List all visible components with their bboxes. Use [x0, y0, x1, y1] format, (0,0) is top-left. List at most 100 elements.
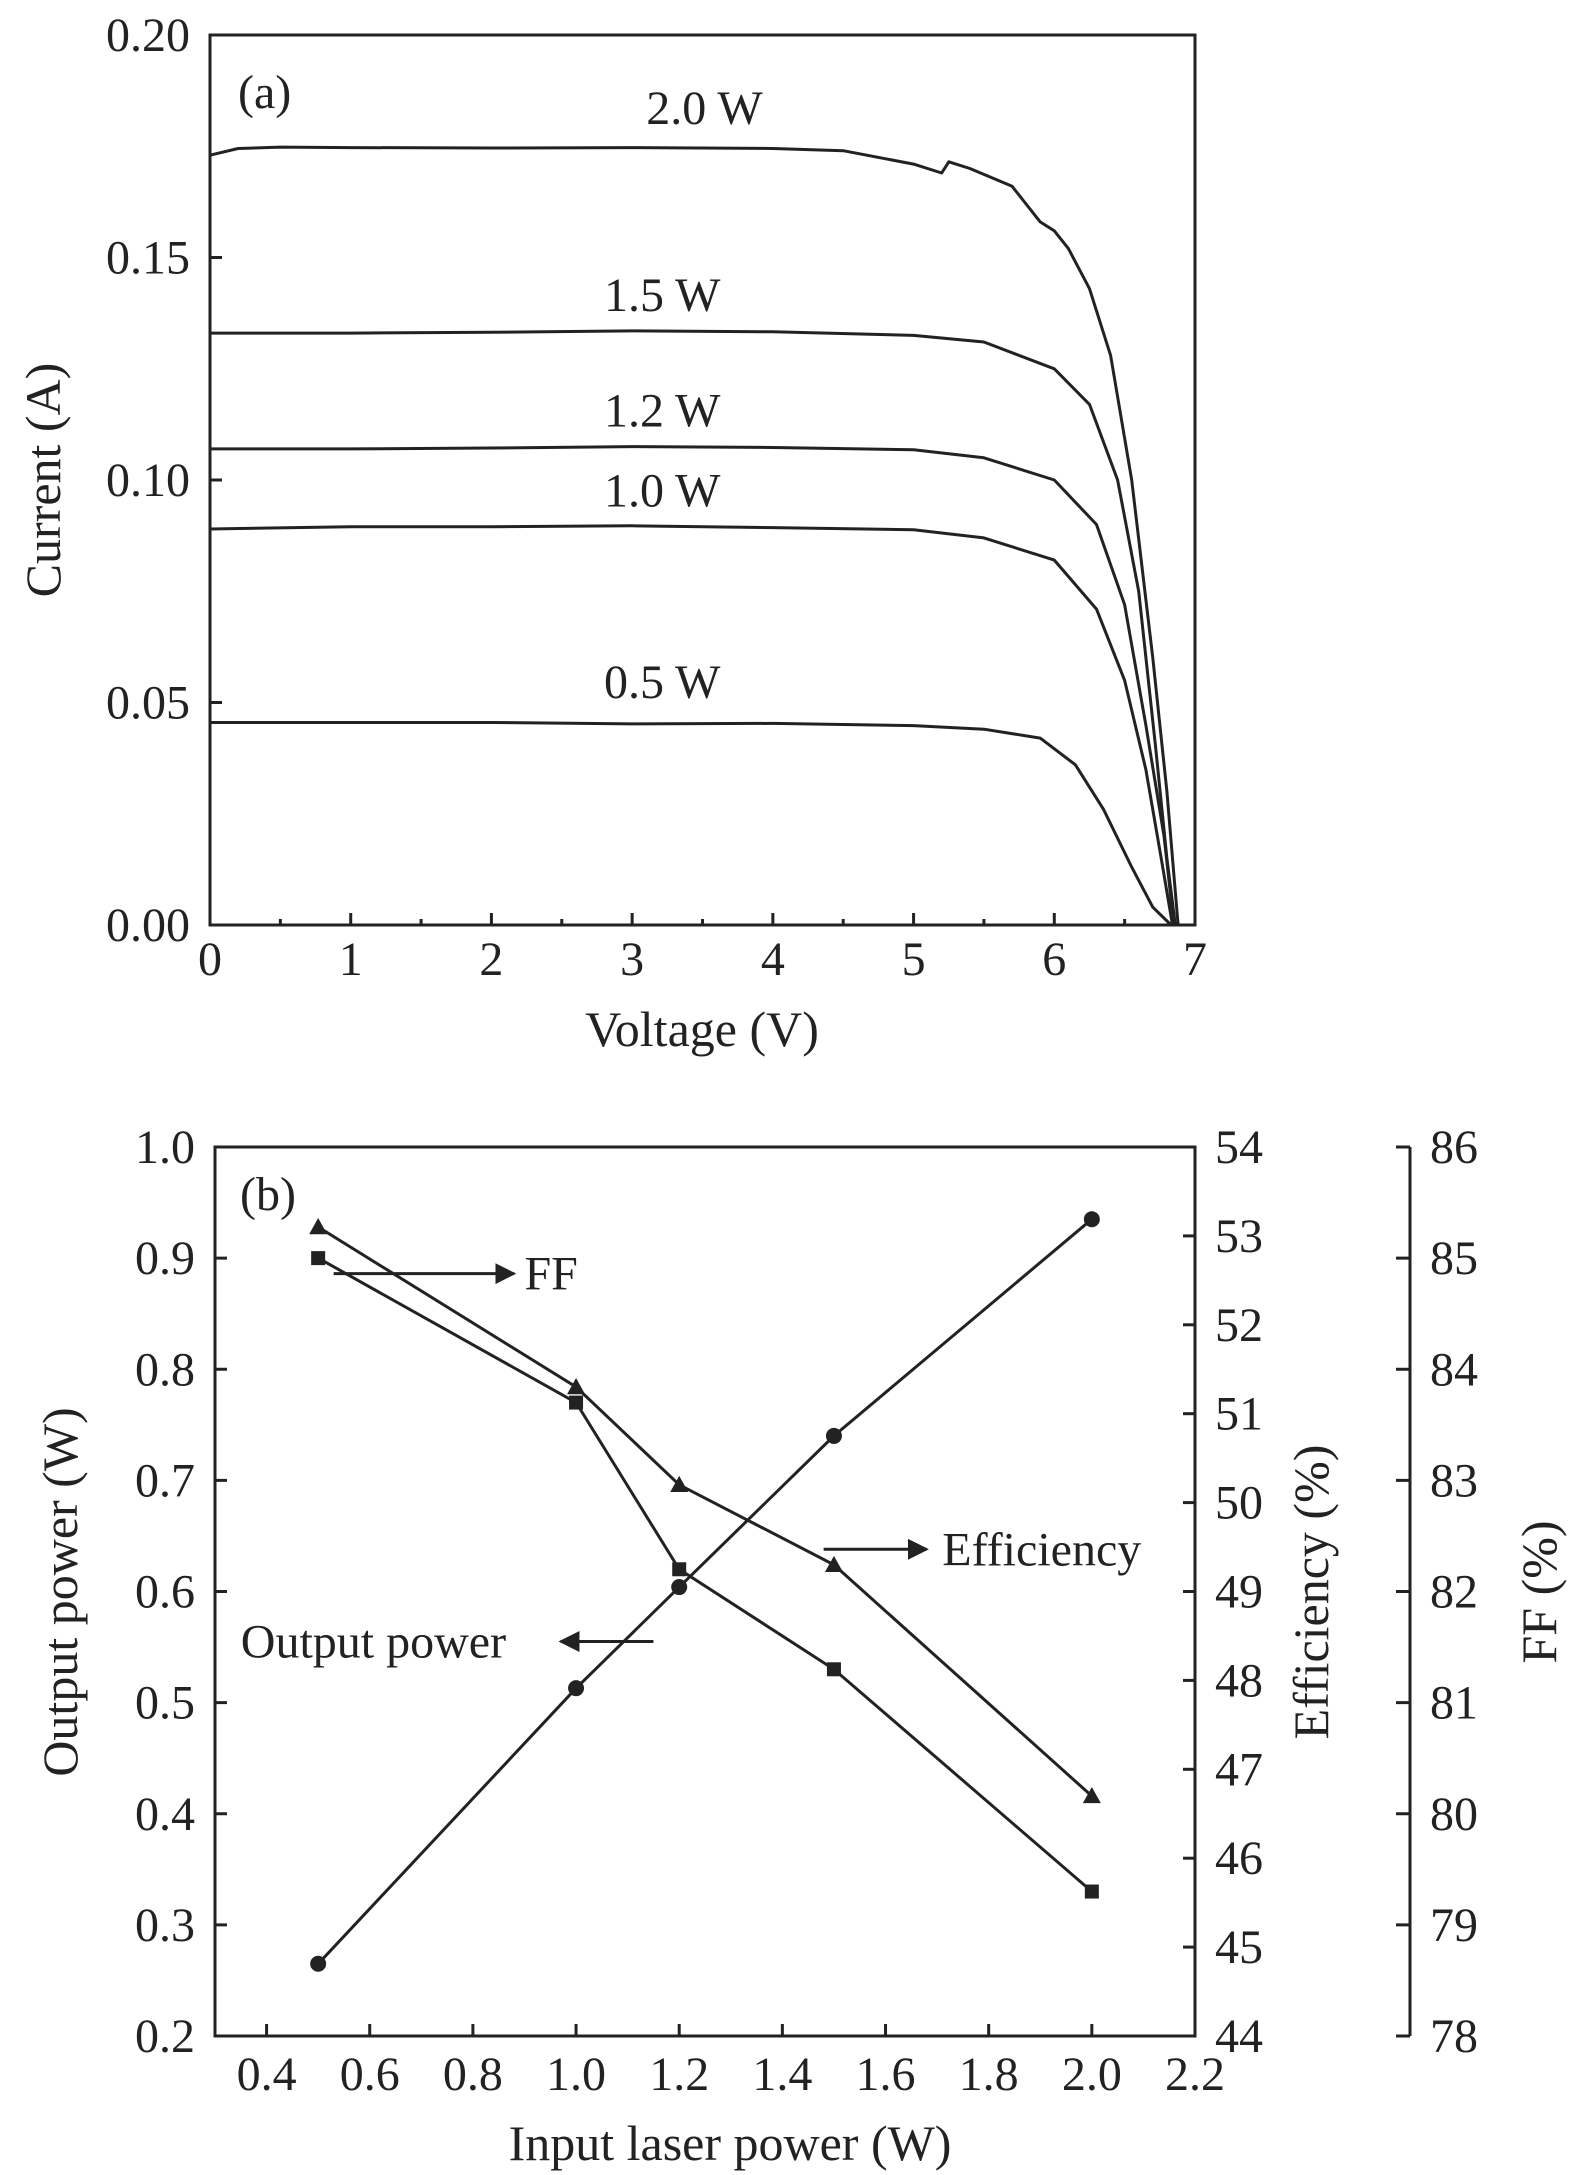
panel-b-output-power-axis: 0.2 0.3 0.4 0.5 0.6 0.7 0.8 0.9 1.0 [135, 1121, 227, 2063]
iv-curve-label: 0.5 W [604, 656, 721, 709]
panel-b-left-tick-label: 0.7 [135, 1454, 195, 1507]
panel-b-right-tick-label: 51 [1215, 1388, 1263, 1441]
output-power-point [1083, 1211, 1100, 1228]
ff-point [672, 1562, 687, 1577]
iv-curve-label: 1.5 W [604, 269, 721, 322]
panel-b-x-tick-label: 0.6 [340, 2048, 400, 2101]
efficiency-point [824, 1555, 843, 1573]
panel-b-x-tick-label: 0.8 [443, 2048, 503, 2101]
panel-b-right-tick-label: 50 [1215, 1477, 1263, 1530]
panel-b-ff-tick-label: 80 [1430, 1788, 1478, 1841]
panel-b-output-power-axis-title: Output power (W) [32, 1407, 88, 1776]
iv-curve-2-0-W [209, 145, 1180, 926]
panel-b-left-tick-label: 1.0 [135, 1121, 195, 1174]
output-power-annotation: Output power [241, 1616, 506, 1669]
panel-a-x-tick-label: 6 [1042, 933, 1066, 986]
panel-b-annotations: FF Efficiency Output power [241, 1248, 1141, 1669]
output-power-point [568, 1680, 585, 1697]
panel-b-performance: (b) 0.4 0.6 0.8 1.0 1.2 1.4 1.6 1.8 2.0 2.2 0.20.… [32, 1121, 1567, 2171]
panel-a-label: (a) [238, 66, 291, 119]
panel-b-ff-tick-label: 86 [1430, 1121, 1478, 1174]
panel-b-right-tick-label: 52 [1215, 1299, 1263, 1352]
panel-a-y-axis-title: Current (A) [15, 363, 71, 598]
panel-b-ff-tick-label: 81 [1430, 1677, 1478, 1730]
panel-a-x-tick-label: 3 [620, 933, 644, 986]
panel-b-x-tick-label: 1.4 [752, 2048, 812, 2101]
panel-a-y-tick-label: 0.00 [106, 899, 190, 952]
panel-b-left-tick-label: 0.6 [135, 1566, 195, 1619]
efficiency-point [567, 1378, 586, 1395]
panel-b-right-tick-label: 44 [1215, 2010, 1263, 2063]
ff-point [1084, 1884, 1099, 1899]
iv-curve-0-5-W [210, 721, 1173, 927]
panel-b-ff-tick-label: 84 [1430, 1343, 1478, 1396]
panel-a-x-tick-label: 0 [198, 933, 222, 986]
panel-a-x-tick-label: 1 [339, 933, 363, 986]
panel-a-x-axis: 0 1 2 3 4 5 6 7 [198, 913, 1207, 986]
panel-b-series [309, 1211, 1101, 1972]
iv-curve-1-2-W [210, 445, 1176, 926]
panel-b-right-tick-label: 46 [1215, 1832, 1263, 1885]
panel-b-x-tick-label: 2.2 [1165, 2048, 1225, 2101]
panel-a-y-tick-label: 0.10 [106, 454, 190, 507]
panel-b-right-tick-label: 48 [1215, 1654, 1263, 1707]
panel-b-x-tick-label: 2.0 [1062, 2048, 1122, 2101]
panel-b-left-tick-label: 0.9 [135, 1232, 195, 1285]
panel-b-right-tick-label: 54 [1215, 1121, 1263, 1174]
panel-b-x-axis-title: Input laser power (W) [509, 2115, 952, 2171]
efficiency-point [1082, 1786, 1101, 1804]
efficiency-point [309, 1218, 328, 1235]
ff-point [826, 1662, 841, 1677]
panel-a-x-tick-label: 5 [902, 933, 926, 986]
panel-b-ff-tick-label: 78 [1430, 2010, 1478, 2063]
panel-b-left-tick-label: 0.5 [135, 1677, 195, 1730]
panel-a-y-tick-label: 0.20 [106, 9, 190, 62]
output-power-line [317, 1218, 1093, 1965]
panel-b-right-tick-label: 47 [1215, 1743, 1263, 1796]
iv-curve-label: 1.2 W [604, 385, 721, 438]
iv-curve-1-0-W [209, 524, 1174, 926]
efficiency-line [317, 1225, 1093, 1798]
iv-curve-label: 2.0 W [646, 82, 763, 135]
panel-b-x-tick-label: 1.8 [959, 2048, 1019, 2101]
panel-b-right-tick-label: 45 [1215, 1921, 1263, 1974]
panel-b-ff-axis-title: FF (%) [1511, 1520, 1567, 1663]
panel-b-x-tick-label: 1.6 [856, 2048, 916, 2101]
panel-a-y-tick-label: 0.15 [106, 232, 190, 285]
panel-b-ff-tick-label: 82 [1430, 1566, 1478, 1619]
panel-b-plot-frame [213, 1145, 1197, 2038]
iv-curve-1-5-W [210, 329, 1177, 926]
panel-b-left-tick-label: 0.8 [135, 1343, 195, 1396]
panel-b-left-tick-label: 0.2 [135, 2010, 195, 2063]
panel-a-x-tick-label: 2 [479, 933, 503, 986]
panel-b-left-tick-label: 0.4 [135, 1788, 195, 1841]
panel-b-x-tick-label: 1.2 [649, 2048, 709, 2101]
panel-a-x-tick-label: 7 [1183, 933, 1207, 986]
panel-b-left-tick-label: 0.3 [135, 1899, 195, 1952]
ff-annotation: FF [524, 1248, 577, 1301]
panel-a-y-tick-label: 0.05 [106, 677, 190, 730]
panel-a-x-axis-title: Voltage (V) [585, 1001, 819, 1057]
output-power-point [671, 1579, 688, 1596]
panel-b-efficiency-axis-title: Efficiency (%) [1283, 1445, 1339, 1740]
panel-b-x-tick-label: 1.0 [546, 2048, 606, 2101]
iv-curve-label: 1.0 W [604, 465, 721, 518]
output-power-point [310, 1955, 327, 1972]
panel-b-x-axis: 0.4 0.6 0.8 1.0 1.2 1.4 1.6 1.8 2.0 2.2 [237, 2024, 1225, 2101]
panel-b-x-tick-label: 0.4 [237, 2048, 297, 2101]
efficiency-annotation: Efficiency [942, 1523, 1141, 1576]
panel-b-label: (b) [240, 1168, 296, 1221]
ff-point [569, 1395, 584, 1410]
panel-a-x-tick-label: 4 [761, 933, 785, 986]
ff-point [311, 1251, 326, 1266]
panel-b-ff-tick-label: 85 [1430, 1232, 1478, 1285]
panel-b-right-tick-label: 53 [1215, 1210, 1263, 1263]
panel-a-series: 2.0 W 1.5 W 1.2 W 1.0 W 0.5 W [209, 82, 1180, 927]
efficiency-point [670, 1475, 689, 1493]
panel-b-right-tick-label: 49 [1215, 1566, 1263, 1619]
panel-a-iv-curves: (a) 0 1 2 3 4 5 6 7 0.00 0.05 0.10 0.15 0.20 2.0 W 1… [15, 9, 1207, 1057]
panel-b-ff-axis: 78 79 80 81 82 83 84 85 86 [1396, 1121, 1478, 2063]
output-power-point [825, 1427, 842, 1444]
panel-b-ff-tick-label: 83 [1430, 1454, 1478, 1507]
